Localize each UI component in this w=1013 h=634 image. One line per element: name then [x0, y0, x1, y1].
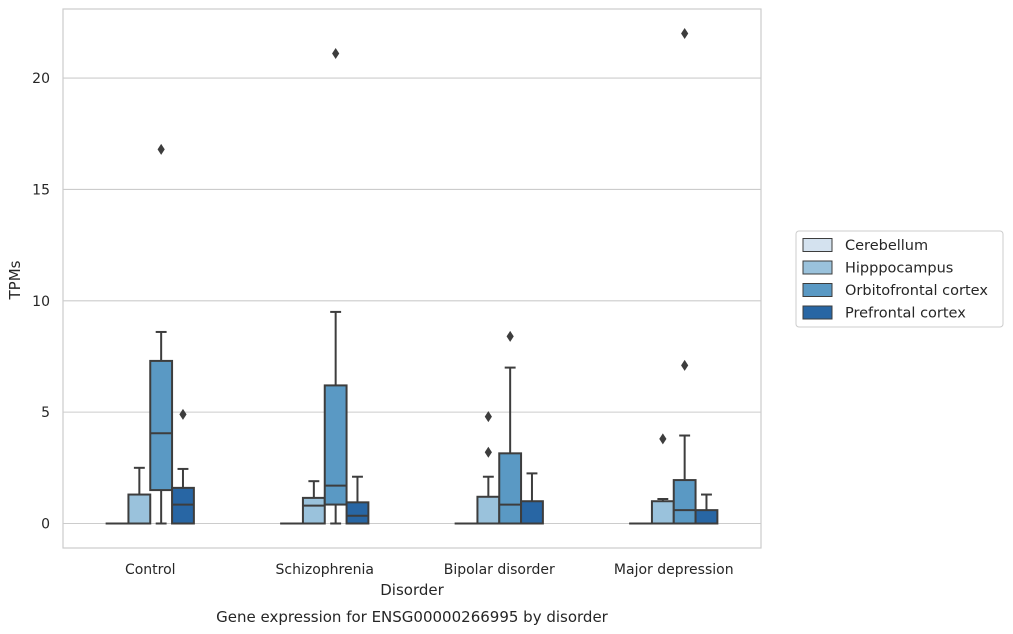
box-body [345, 501, 370, 525]
outlier-point [484, 411, 492, 423]
legend-swatch [802, 305, 833, 320]
box-body [323, 384, 348, 506]
legend-label: Cerebellum [845, 238, 928, 254]
box-group [694, 493, 719, 525]
outlier-point [484, 446, 492, 458]
box-body [650, 500, 675, 525]
outlier-point [506, 330, 514, 342]
box-body [694, 509, 719, 525]
box-body [301, 496, 326, 525]
legend-swatch [802, 238, 833, 252]
box-group [323, 48, 348, 525]
box-body [498, 452, 523, 525]
legend-label: Orbitofrontal cortex [845, 283, 988, 299]
y-tick-label: 5 [41, 405, 50, 421]
outlier-point [157, 143, 165, 155]
legend-frame [795, 230, 1004, 328]
x-axis-title: Disorder [380, 581, 444, 599]
outlier-point [659, 433, 667, 445]
legend-label: Prefrontal cortex [845, 306, 966, 322]
legend-swatch [802, 283, 833, 297]
x-tick-label: Bipolar disorder [444, 562, 555, 578]
legend-swatch [802, 260, 833, 275]
outlier-point [332, 48, 340, 60]
plot-area-frame [62, 8, 762, 549]
box-group [149, 143, 174, 525]
x-tick-label: Control [125, 562, 176, 578]
y-tick-label: 15 [32, 182, 50, 198]
box-group [672, 28, 697, 525]
y-tick-label: 10 [32, 294, 50, 310]
x-tick-labels: Control Schizophrenia Bipolar disorder Majo… [125, 562, 734, 578]
x-tick-label: Major depression [614, 562, 734, 578]
outlier-point [681, 28, 689, 39]
box-body [520, 500, 544, 525]
box-body [149, 359, 174, 492]
y-tick-label: 0 [41, 517, 50, 533]
box-body [127, 493, 152, 525]
box-group [476, 411, 501, 525]
y-tick-label: 20 [32, 71, 50, 87]
box-body [476, 495, 501, 525]
outlier-point [179, 408, 187, 420]
legend: Cerebellum Hipppocampus Orbitofrontal cort… [795, 230, 1004, 328]
box-group [520, 472, 544, 525]
box-group [171, 408, 195, 525]
boxes-layer [105, 28, 719, 525]
box-group [127, 466, 152, 525]
box-group [301, 480, 326, 525]
box-group [498, 330, 523, 525]
box-body [672, 479, 697, 525]
box-group [650, 433, 675, 525]
chart-title: Gene expression for ENSG00000266995 by d… [216, 608, 609, 626]
y-axis-title: TPMs [6, 260, 24, 300]
legend-label: Hipppocampus [845, 261, 953, 277]
box-group [345, 475, 370, 525]
x-tick-label: Schizophrenia [276, 562, 374, 578]
y-tick-labels: 0 5 10 15 20 [32, 71, 50, 532]
box-body [171, 486, 195, 525]
outlier-point [681, 359, 689, 371]
